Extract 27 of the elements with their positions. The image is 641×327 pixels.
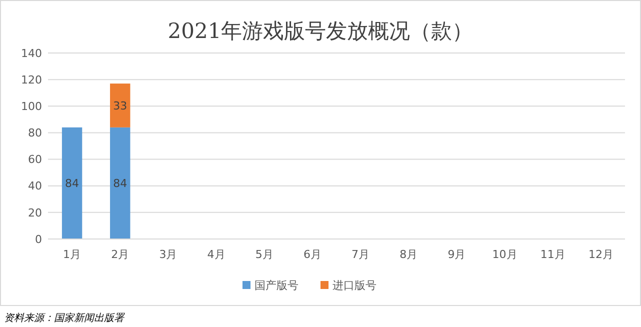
y-tick-label: 20 bbox=[28, 206, 42, 220]
data-label: 84 bbox=[113, 177, 128, 190]
chart-title: 2021年游戏版号发放概况（款） bbox=[168, 19, 474, 43]
x-tick-label: 3月 bbox=[159, 248, 178, 261]
x-tick-label: 1月 bbox=[63, 248, 82, 261]
data-label: 33 bbox=[113, 99, 128, 112]
y-tick-label: 80 bbox=[28, 126, 42, 140]
x-tick-label: 4月 bbox=[207, 248, 226, 261]
x-tick-label: 11月 bbox=[540, 248, 566, 261]
x-tick-label: 9月 bbox=[448, 248, 466, 261]
y-tick-label: 40 bbox=[28, 180, 42, 193]
y-tick-label: 60 bbox=[28, 153, 42, 166]
legend-label: 进口版号 bbox=[332, 278, 376, 292]
y-tick-label: 120 bbox=[21, 73, 42, 86]
y-tick-label: 0 bbox=[35, 232, 42, 246]
text: 资料来源：国家新闻出版署 bbox=[4, 312, 125, 324]
x-tick-label: 2月 bbox=[111, 248, 130, 261]
y-tick-label: 140 bbox=[21, 46, 42, 60]
legend-label: 国产版号 bbox=[254, 278, 298, 292]
y-tick-label: 100 bbox=[21, 100, 42, 113]
data-label: 84 bbox=[65, 177, 80, 190]
x-tick-label: 5月 bbox=[255, 248, 274, 261]
x-tick-label: 6月 bbox=[303, 248, 322, 261]
x-tick-label: 12月 bbox=[588, 248, 614, 261]
x-tick-label: 10月 bbox=[492, 248, 518, 261]
x-tick-label: 8月 bbox=[400, 248, 418, 261]
x-tick-label: 7月 bbox=[352, 248, 370, 261]
